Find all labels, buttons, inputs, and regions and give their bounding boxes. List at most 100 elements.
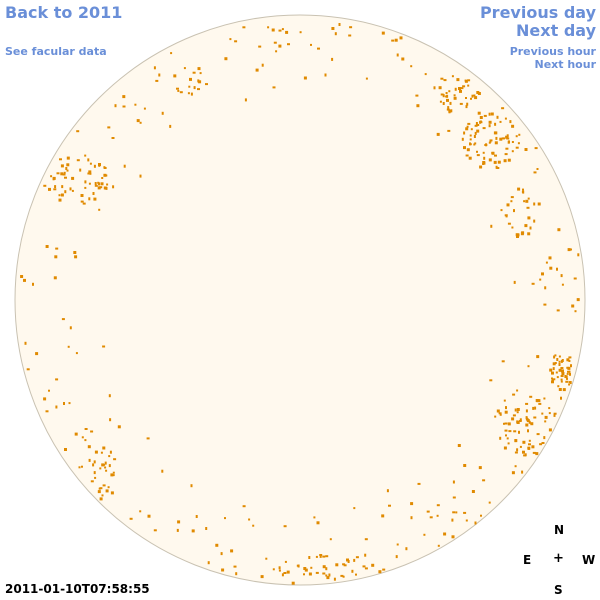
- facula-speck: [99, 186, 103, 189]
- facula-speck: [495, 136, 498, 140]
- facula-speck: [548, 407, 551, 410]
- facula-speck: [88, 197, 91, 201]
- facula-speck: [541, 412, 544, 415]
- facula-speck: [470, 128, 473, 131]
- facula-speck: [477, 111, 481, 115]
- facula-speck: [488, 141, 491, 144]
- facula-speck: [513, 280, 516, 284]
- facula-speck: [197, 88, 200, 91]
- facula-speck: [496, 115, 499, 119]
- facula-speck: [199, 72, 202, 75]
- facula-speck: [490, 224, 493, 228]
- facula-speck: [479, 165, 483, 169]
- facula-speck: [94, 184, 98, 187]
- facula-speck: [224, 517, 226, 520]
- facula-speck: [79, 168, 82, 172]
- facula-speck: [506, 134, 509, 138]
- facula-speck: [466, 125, 469, 128]
- facula-speck: [89, 162, 92, 165]
- facula-speck: [560, 375, 564, 377]
- facula-speck: [476, 154, 480, 157]
- facula-speck: [20, 275, 24, 278]
- facula-speck: [483, 114, 487, 117]
- facula-speck: [505, 135, 509, 139]
- see-facular-data-link[interactable]: See facular data: [5, 45, 107, 58]
- facula-speck: [87, 445, 91, 449]
- facula-speck: [183, 67, 186, 70]
- facula-speck: [365, 77, 368, 80]
- facula-speck: [531, 282, 535, 285]
- observation-timestamp: 2011-01-10T07:58:55: [5, 582, 150, 596]
- facula-speck: [342, 575, 345, 578]
- facula-speck: [275, 50, 278, 53]
- facula-speck: [526, 417, 528, 421]
- facula-speck: [63, 171, 66, 174]
- facula-speck: [463, 146, 466, 150]
- facula-speck: [499, 413, 502, 416]
- back-to-year-link[interactable]: Back to 2011: [5, 3, 123, 22]
- facula-speck: [59, 158, 62, 161]
- facula-speck: [537, 202, 541, 206]
- facula-speck: [482, 479, 486, 482]
- facula-speck: [386, 489, 389, 493]
- facula-speck: [452, 511, 456, 514]
- facula-speck: [252, 524, 255, 527]
- facula-speck: [287, 43, 290, 46]
- facula-speck: [507, 442, 510, 445]
- facula-speck: [73, 251, 77, 254]
- facula-speck: [452, 496, 456, 499]
- previous-day-link[interactable]: Previous day: [479, 3, 596, 22]
- facula-speck: [278, 29, 282, 32]
- facula-speck: [442, 94, 445, 98]
- facula-speck: [511, 141, 514, 143]
- facula-speck: [514, 439, 518, 443]
- facula-speck: [215, 543, 219, 547]
- facula-speck: [517, 187, 521, 191]
- next-day-link[interactable]: Next day: [516, 21, 596, 40]
- facula-speck: [112, 474, 115, 477]
- facula-speck: [308, 556, 311, 559]
- facula-speck: [538, 402, 542, 405]
- facula-speck: [518, 430, 520, 434]
- facula-speck: [381, 31, 385, 35]
- facula-speck: [325, 574, 328, 577]
- facula-speck: [129, 517, 133, 520]
- facula-speck: [101, 463, 105, 467]
- facula-speck: [296, 564, 299, 567]
- facula-speck: [448, 90, 451, 93]
- facula-speck: [103, 167, 107, 169]
- facula-speck: [335, 563, 339, 567]
- facula-speck: [220, 552, 223, 556]
- facula-speck: [191, 529, 195, 533]
- facula-speck: [483, 156, 486, 160]
- facula-speck: [112, 185, 115, 189]
- facula-speck: [507, 158, 511, 162]
- facula-speck: [453, 96, 457, 100]
- facula-speck: [494, 141, 498, 145]
- facula-speck: [532, 451, 536, 454]
- facula-speck: [286, 570, 290, 574]
- facula-speck: [267, 26, 270, 29]
- facula-speck: [161, 469, 164, 473]
- facula-speck: [80, 194, 84, 197]
- facula-speck: [532, 406, 535, 410]
- facula-speck: [55, 405, 58, 409]
- facula-speck: [558, 360, 561, 363]
- facula-speck: [310, 43, 312, 46]
- facula-speck: [455, 511, 458, 514]
- next-hour-link[interactable]: Next hour: [534, 58, 597, 71]
- facula-speck: [536, 433, 540, 436]
- facula-speck: [362, 565, 366, 568]
- facula-speck: [122, 95, 126, 99]
- previous-hour-link[interactable]: Previous hour: [509, 45, 596, 58]
- facula-speck: [466, 148, 470, 152]
- facula-speck: [478, 466, 482, 470]
- facula-speck: [511, 471, 515, 475]
- facula-speck: [394, 38, 398, 42]
- facula-speck: [410, 516, 413, 520]
- facula-speck: [494, 415, 497, 418]
- facula-speck: [503, 399, 506, 402]
- facula-speck: [485, 143, 488, 147]
- facula-speck: [229, 38, 232, 41]
- facula-speck: [512, 414, 516, 417]
